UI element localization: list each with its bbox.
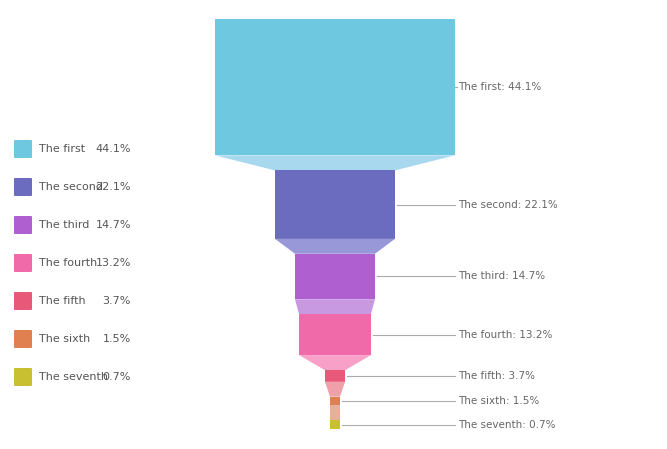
Polygon shape — [330, 420, 340, 429]
FancyBboxPatch shape — [14, 216, 32, 234]
Text: 14.7%: 14.7% — [95, 220, 131, 230]
Text: The first: The first — [39, 144, 85, 154]
Text: 13.2%: 13.2% — [95, 258, 131, 268]
Polygon shape — [295, 254, 375, 299]
Polygon shape — [299, 314, 371, 355]
Polygon shape — [299, 355, 371, 370]
Polygon shape — [325, 382, 345, 396]
Text: The sixth: 1.5%: The sixth: 1.5% — [458, 396, 539, 406]
FancyBboxPatch shape — [14, 292, 32, 310]
Polygon shape — [295, 299, 375, 314]
Text: The fifth: The fifth — [39, 296, 85, 306]
Text: 1.5%: 1.5% — [103, 334, 131, 344]
Text: The third: The third — [39, 220, 89, 230]
Polygon shape — [325, 370, 345, 382]
Text: The fourth: The fourth — [39, 258, 97, 268]
Text: The sixth: The sixth — [39, 334, 90, 344]
Text: The third: 14.7%: The third: 14.7% — [458, 272, 545, 282]
Text: The fourth: 13.2%: The fourth: 13.2% — [458, 330, 552, 340]
FancyBboxPatch shape — [14, 254, 32, 272]
Polygon shape — [330, 405, 340, 420]
Polygon shape — [275, 170, 395, 239]
FancyBboxPatch shape — [14, 140, 32, 158]
Text: The first: 44.1%: The first: 44.1% — [458, 82, 541, 92]
FancyBboxPatch shape — [14, 368, 32, 386]
Text: 22.1%: 22.1% — [95, 182, 131, 192]
FancyBboxPatch shape — [14, 178, 32, 196]
Text: The fifth: 3.7%: The fifth: 3.7% — [458, 371, 535, 381]
Text: The seventh: 0.7%: The seventh: 0.7% — [458, 420, 556, 430]
Text: The second: The second — [39, 182, 103, 192]
Polygon shape — [215, 155, 455, 170]
Polygon shape — [215, 19, 455, 155]
FancyBboxPatch shape — [14, 330, 32, 348]
Text: 0.7%: 0.7% — [103, 372, 131, 382]
Text: The seventh: The seventh — [39, 372, 108, 382]
Text: 3.7%: 3.7% — [103, 296, 131, 306]
Text: The second: 22.1%: The second: 22.1% — [458, 199, 558, 210]
Polygon shape — [330, 396, 340, 405]
Text: 44.1%: 44.1% — [95, 144, 131, 154]
Polygon shape — [275, 239, 395, 254]
